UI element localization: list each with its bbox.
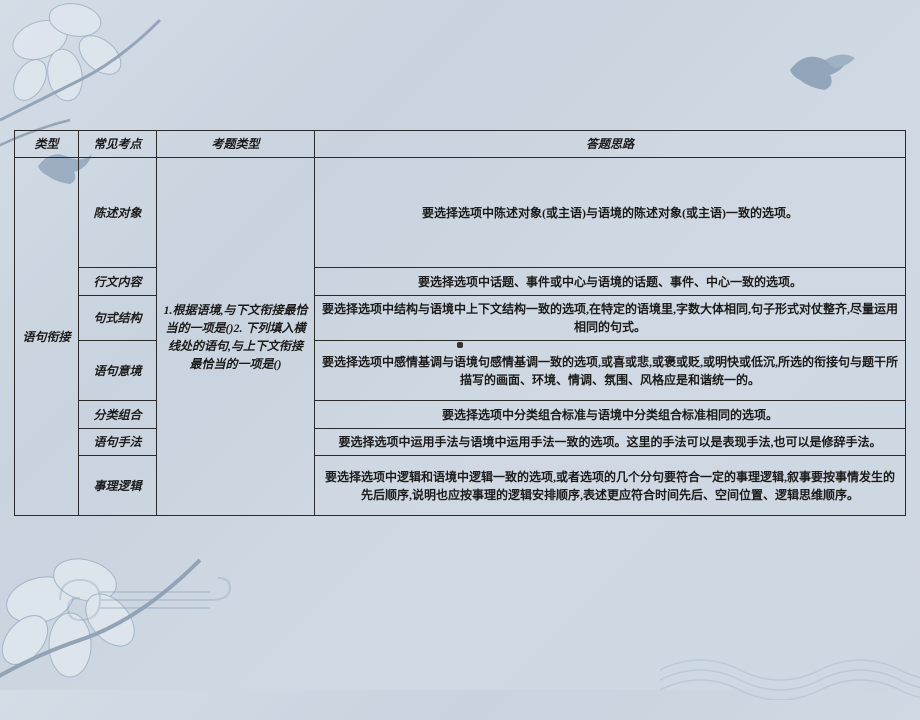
table-row: 分类组合 要选择选项中分类组合标准与语境中分类组合标准相同的选项。: [15, 401, 906, 429]
point-cell: 陈述对象: [79, 158, 157, 268]
point-cell: 事理逻辑: [79, 456, 157, 516]
idea-cell: 要选择选项中分类组合标准与语境中分类组合标准相同的选项。: [315, 401, 906, 429]
header-type: 类型: [15, 131, 79, 158]
point-cell: 分类组合: [79, 401, 157, 429]
header-idea: 答题思路: [315, 131, 906, 158]
main-table-container: 类型 常见考点 考题类型 答题思路 语句衔接 陈述对象 1.根据语境,与下文衔接…: [14, 130, 906, 516]
table-row: 语句意境 要选择选项中感情基调与语境句感情基调一致的选项,或喜或悲,或褒或贬,或…: [15, 341, 906, 401]
table-row: 事理逻辑 要选择选项中逻辑和语境中逻辑一致的选项,或者选项的几个分句要符合一定的…: [15, 456, 906, 516]
decor-wave-bottom-right: [660, 620, 920, 700]
qtype-cell: 1.根据语境,与下文衔接最恰当的一项是()2. 下列填入横线处的语句,与上下文衔…: [157, 158, 315, 516]
decor-scroll-bottom: [50, 570, 250, 630]
idea-cell: 要选择选项中话题、事件或中心与语境的话题、事件、中心一致的选项。: [315, 268, 906, 296]
table-header-row: 类型 常见考点 考题类型 答题思路: [15, 131, 906, 158]
idea-cell: 要选择选项中运用手法与语境中运用手法一致的选项。这里的手法可以是表现手法,也可以…: [315, 429, 906, 456]
header-qtype: 考题类型: [157, 131, 315, 158]
table-row: 语句衔接 陈述对象 1.根据语境,与下文衔接最恰当的一项是()2. 下列填入横线…: [15, 158, 906, 268]
idea-cell: 要选择选项中感情基调与语境句感情基调一致的选项,或喜或悲,或褒或贬,或明快或低沉…: [315, 341, 906, 401]
header-point: 常见考点: [79, 131, 157, 158]
point-cell: 句式结构: [79, 296, 157, 341]
idea-cell: 要选择选项中逻辑和语境中逻辑一致的选项,或者选项的几个分句要符合一定的事理逻辑,…: [315, 456, 906, 516]
answer-strategy-table: 类型 常见考点 考题类型 答题思路 语句衔接 陈述对象 1.根据语境,与下文衔接…: [14, 130, 906, 516]
table-row: 语句手法 要选择选项中运用手法与语境中运用手法一致的选项。这里的手法可以是表现手…: [15, 429, 906, 456]
table-row: 行文内容 要选择选项中话题、事件或中心与语境的话题、事件、中心一致的选项。: [15, 268, 906, 296]
type-cell: 语句衔接: [15, 158, 79, 516]
idea-cell: 要选择选项中陈述对象(或主语)与语境的陈述对象(或主语)一致的选项。: [315, 158, 906, 268]
table-row: 句式结构 要选择选项中结构与语境中上下文结构一致的选项,在特定的语境里,字数大体…: [15, 296, 906, 341]
decor-bird-top-right: [780, 40, 860, 100]
idea-cell: 要选择选项中结构与语境中上下文结构一致的选项,在特定的语境里,字数大体相同,句子…: [315, 296, 906, 341]
point-cell: 语句意境: [79, 341, 157, 401]
point-cell: 语句手法: [79, 429, 157, 456]
point-cell: 行文内容: [79, 268, 157, 296]
